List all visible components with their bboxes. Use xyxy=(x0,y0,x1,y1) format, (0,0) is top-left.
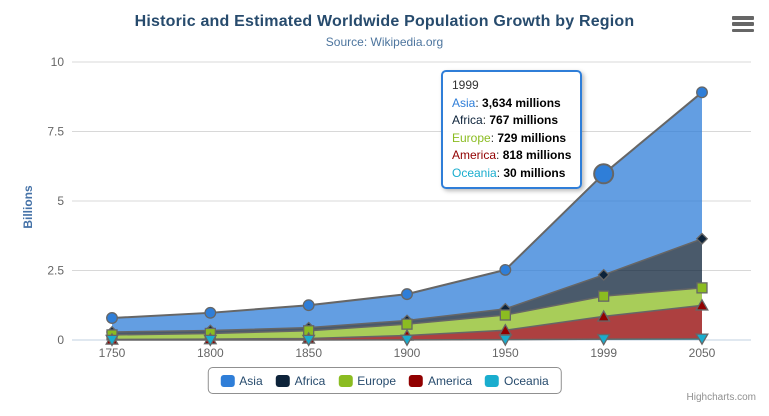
tooltip-row-africa: Africa: 767 millions xyxy=(452,113,559,127)
marker-oceania-1900[interactable] xyxy=(400,334,414,347)
x-axis-label: 1900 xyxy=(394,346,421,360)
tooltip-row-america: America: 818 millions xyxy=(452,148,572,162)
marker-africa-1999[interactable] xyxy=(597,268,610,281)
y-axis-label: 2.5 xyxy=(47,264,64,278)
export-menu-button[interactable] xyxy=(732,16,754,32)
y-axis-title: Billions xyxy=(21,185,35,229)
series-area-america[interactable] xyxy=(112,305,702,340)
marker-oceania-1850[interactable] xyxy=(301,334,316,347)
legend: Asia Africa Europe America Oceania xyxy=(207,367,562,394)
x-axis-label: 1800 xyxy=(197,346,224,360)
marker-oceania-1950[interactable] xyxy=(498,334,513,347)
hamburger-icon xyxy=(732,16,754,20)
legend-label: Europe xyxy=(357,373,397,388)
marker-europe-1950[interactable] xyxy=(499,309,511,321)
marker-america-1999[interactable] xyxy=(596,309,611,322)
marker-oceania-1800[interactable] xyxy=(203,334,218,347)
tooltip-row-oceania: Oceania: 30 millions xyxy=(452,165,566,180)
legend-item-africa[interactable]: Africa xyxy=(275,373,326,388)
legend-item-america[interactable]: America xyxy=(409,374,472,388)
legend-item-europe[interactable]: Europe xyxy=(338,374,396,388)
series-area-asia[interactable] xyxy=(112,92,702,332)
x-axis-label: 2050 xyxy=(689,346,716,360)
shared-tooltip: 1999 Asia: 3,634 millions Africa: 767 mil… xyxy=(441,70,583,189)
x-axis-label: 1950 xyxy=(492,346,519,360)
series-area-africa[interactable] xyxy=(112,238,702,335)
legend-label: Asia xyxy=(239,373,263,388)
marker-oceania-1750[interactable] xyxy=(105,334,119,347)
x-axis-label: 1850 xyxy=(295,346,322,360)
marker-asia-1900[interactable] xyxy=(401,288,413,301)
marker-asia-1800[interactable] xyxy=(204,306,217,319)
marker-america-2050[interactable] xyxy=(695,298,709,311)
marker-asia-1999-hovered[interactable] xyxy=(593,163,615,185)
chart-title: Historic and Estimated Worldwide Populat… xyxy=(134,13,635,30)
marker-asia-1850[interactable] xyxy=(302,299,315,312)
y-axis-label: 0 xyxy=(57,333,64,347)
tooltip-row-europe: Europe: 729 millions xyxy=(452,130,567,145)
legend-symbol-europe xyxy=(338,374,353,387)
y-axis-label: 10 xyxy=(51,55,65,69)
legend-symbol-oceania xyxy=(485,374,500,387)
marker-africa-2050[interactable] xyxy=(695,232,709,245)
legend-label: Oceania xyxy=(504,373,549,388)
legend-item-oceania[interactable]: Oceania xyxy=(485,374,549,388)
chart-subtitle: Source: Wikipedia.org xyxy=(325,35,444,49)
marker-asia-1950[interactable] xyxy=(499,263,512,276)
x-axis-label: 1999 xyxy=(590,346,617,360)
marker-europe-1999[interactable] xyxy=(598,290,610,302)
legend-label: Africa xyxy=(294,373,326,388)
legend-symbol-africa xyxy=(275,374,290,387)
highcharts-credits[interactable]: Highcharts.com xyxy=(686,392,756,403)
legend-item-asia[interactable]: Asia xyxy=(220,373,263,388)
marker-europe-1900[interactable] xyxy=(401,318,413,330)
y-axis-label: 5 xyxy=(57,194,64,208)
legend-label: America xyxy=(428,373,473,388)
tooltip-header: 1999 xyxy=(452,78,479,92)
marker-europe-2050[interactable] xyxy=(696,282,708,294)
marker-asia-1750[interactable] xyxy=(106,312,118,324)
tooltip-row-asia: Asia: 3,634 millions xyxy=(452,95,561,110)
legend-symbol-america xyxy=(409,374,424,387)
marker-asia-2050[interactable] xyxy=(696,86,708,99)
legend-symbol-asia xyxy=(220,374,235,387)
marker-oceania-1999[interactable] xyxy=(596,333,611,346)
y-axis-label: 7.5 xyxy=(47,125,64,139)
marker-oceania-2050[interactable] xyxy=(695,333,709,346)
x-axis-label: 1750 xyxy=(99,346,126,360)
